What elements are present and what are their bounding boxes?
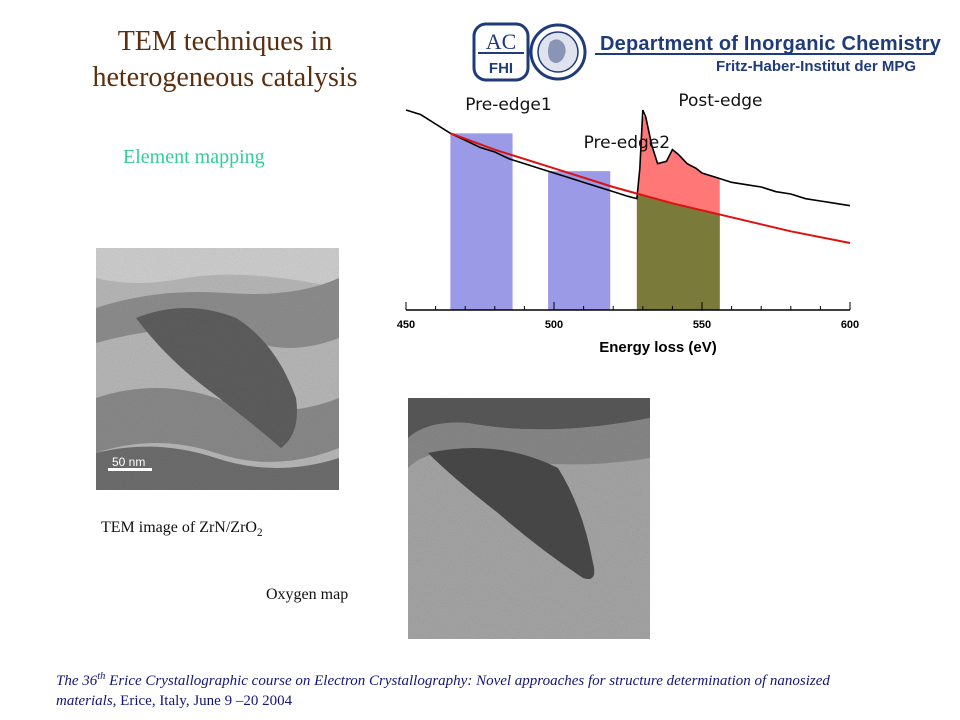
x-axis-title: Energy loss (eV) <box>599 339 717 356</box>
tem-image-caption: TEM image of ZrN/ZrO2 <box>101 519 263 539</box>
ac-badge-bottom: FHI <box>489 60 513 77</box>
scale-bar-label: 50 nm <box>112 455 145 469</box>
x-tick-label: 450 <box>397 319 415 331</box>
footer-part-1: The 36 <box>56 673 98 689</box>
tem-image: 50 nm <box>96 248 339 490</box>
series-line-1 <box>405 109 851 207</box>
slide-title-line-1: TEM techniques in <box>117 26 333 57</box>
footer-superscript: th <box>97 671 106 682</box>
ac-badge-top: AC <box>486 29 517 54</box>
oxygen-map-image <box>408 398 650 639</box>
department-name: Department of Inorganic Chemistry <box>600 33 942 55</box>
window-label-1: Pre-edge1 <box>465 95 551 115</box>
spectrum-lines <box>405 109 851 244</box>
series-line-2 <box>450 132 851 244</box>
footer-part-3: Erice, Italy, June 9 –20 2004 <box>116 693 293 709</box>
x-tick-label: 600 <box>841 319 859 331</box>
institute-name: Fritz-Haber-Institut der MPG <box>716 58 917 75</box>
tem-caption-text: TEM image of ZrN/ZrO <box>101 519 257 536</box>
slide-subtitle: Element mapping <box>123 146 265 168</box>
x-tick-label: 550 <box>693 319 711 331</box>
scale-bar <box>108 468 152 471</box>
window-2-bar <box>548 171 611 310</box>
window-1-bar <box>450 133 513 310</box>
energy-windows <box>450 115 720 310</box>
slide-title: TEM techniques in heterogeneous catalysi… <box>40 24 410 96</box>
window-3-background <box>636 193 720 310</box>
x-tick-label: 500 <box>545 319 563 331</box>
window-label-2: Pre-edge2 <box>584 133 670 153</box>
x-axis: 450 500 550 600 Energy loss (eV) <box>397 302 859 356</box>
logo-graphic: AC FHI <box>472 22 935 82</box>
institute-logo: AC FHI <box>470 20 940 84</box>
tem-caption-subscript: 2 <box>256 527 263 540</box>
slide-title-line-2: heterogeneous catalysis <box>92 62 358 93</box>
oxygen-map-caption: Oxygen map <box>266 586 349 603</box>
window-labels: Pre-edge1 Pre-edge2 Post-edge <box>465 91 762 153</box>
footer-citation: The 36th Erice Crystallographic course o… <box>56 667 876 711</box>
footer-part-2: Erice Crystallographic course on Electro… <box>56 673 830 709</box>
window-label-3: Post-edge <box>678 91 762 111</box>
mpg-seal-portrait <box>548 39 566 63</box>
